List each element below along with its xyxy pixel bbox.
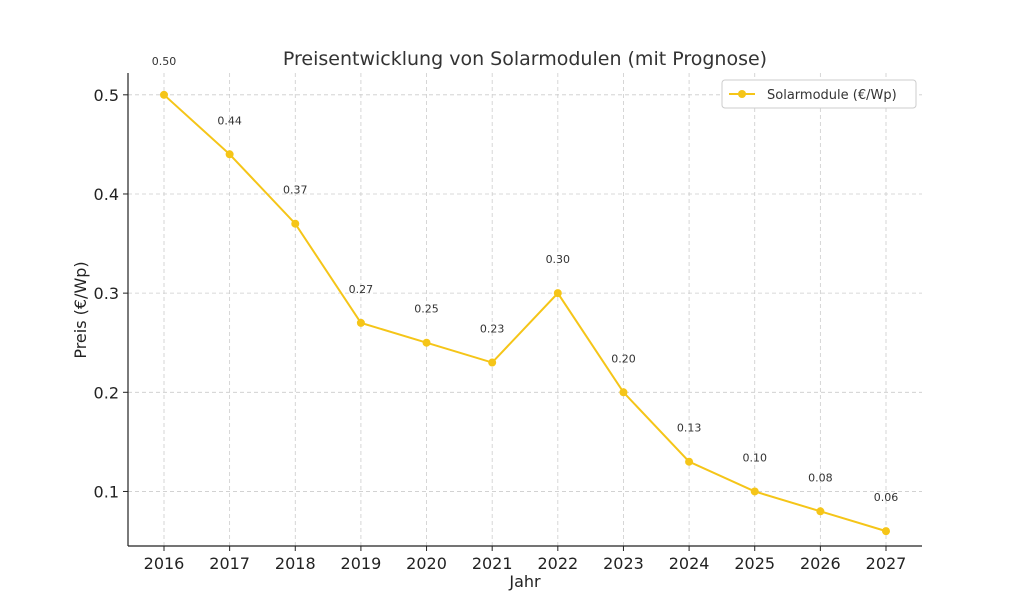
data-label: 0.06 [874, 491, 899, 504]
data-point [750, 487, 759, 496]
series-solarmodule: 0.50 0.44 0.37 0.27 0.25 0.23 0.30 0.20 0.13 0.10… [152, 55, 899, 536]
legend-box [721, 79, 917, 109]
data-label: 0.27 [349, 283, 374, 296]
x-tick-label: 2018 [275, 554, 316, 573]
x-tick-label: 2024 [669, 554, 710, 573]
data-label: 0.37 [283, 184, 308, 197]
x-tick-label: 2025 [734, 554, 775, 573]
data-label: 0.50 [152, 55, 177, 68]
data-label: 0.30 [546, 253, 571, 266]
data-label: 0.23 [480, 323, 505, 336]
x-tick-label: 2022 [537, 554, 578, 573]
data-point [225, 150, 234, 159]
x-tick-label: 2026 [800, 554, 841, 573]
data-point [488, 358, 497, 367]
chart-title: Preisentwicklung von Solarmodulen (mit P… [283, 48, 767, 70]
data-point [685, 457, 694, 466]
x-tick-label: 2016 [144, 554, 185, 573]
x-tick-label: 2020 [406, 554, 447, 573]
x-tick-label: 2021 [472, 554, 513, 573]
x-axis-ticks: 2016 2017 2018 2019 2020 2021 2022 2023 2024 2025… [144, 546, 907, 573]
legend-entry-label: Solarmodule (€/Wp) [767, 88, 897, 103]
y-tick-label: 0.2 [94, 383, 119, 402]
data-point [553, 289, 562, 298]
data-label: 0.13 [677, 422, 702, 435]
data-point [356, 318, 365, 327]
y-tick-label: 0.4 [94, 185, 119, 204]
data-point [619, 388, 628, 397]
legend: Solarmodule (€/Wp) [721, 79, 917, 109]
data-point [816, 507, 825, 516]
grid-lines [128, 73, 922, 546]
data-point [291, 219, 300, 228]
y-axis-ticks: 0.1 0.2 0.3 0.4 0.5 [94, 86, 128, 501]
data-label: 0.10 [742, 451, 767, 464]
data-point [422, 338, 431, 347]
data-label: 0.08 [808, 471, 833, 484]
y-tick-label: 0.5 [94, 86, 119, 105]
data-point [882, 527, 890, 536]
x-tick-label: 2023 [603, 554, 644, 573]
data-point [160, 90, 168, 99]
x-tick-label: 2017 [209, 554, 250, 573]
y-tick-label: 0.1 [94, 482, 119, 501]
x-tick-label: 2019 [341, 554, 382, 573]
series-line [163, 94, 887, 533]
data-label: 0.44 [217, 114, 242, 127]
data-label: 0.25 [414, 303, 439, 316]
data-label: 0.20 [611, 352, 636, 365]
legend-point-marker [738, 90, 746, 98]
x-tick-label: 2027 [866, 554, 907, 573]
y-axis-label: Preis (€/Wp) [71, 261, 90, 358]
y-tick-label: 0.3 [94, 284, 119, 303]
x-axis-label: Jahr [508, 572, 541, 591]
